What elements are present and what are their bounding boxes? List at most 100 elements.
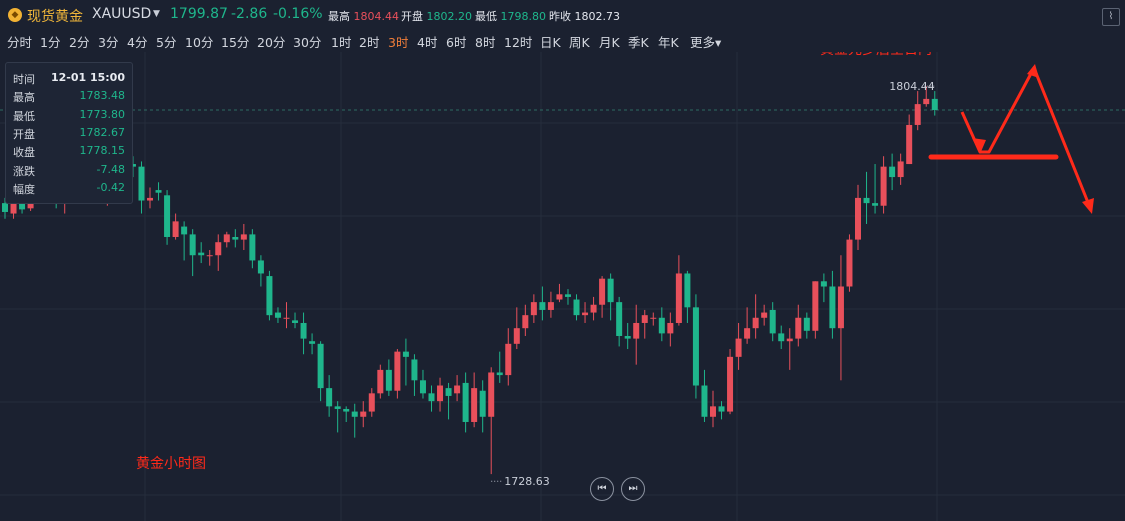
- symbol-dropdown-icon[interactable]: ▼: [153, 9, 160, 19]
- candle-body: [923, 98, 930, 105]
- candle-body: [564, 294, 571, 297]
- candle-body: [769, 309, 776, 334]
- candle-body: [445, 388, 452, 396]
- candlestick-chart[interactable]: 1804.44 1728.63 黄金先多后空日内黄金小时图: [0, 52, 1125, 521]
- period-tab[interactable]: 3时: [388, 35, 409, 50]
- candle-body: [539, 302, 546, 310]
- candle-body: [829, 286, 836, 329]
- annotation-bottom-left: 黄金小时图: [136, 455, 206, 472]
- symbol-code[interactable]: XAUUSD: [92, 6, 152, 22]
- ohlc-tooltip: 时间 12-01 15:00 最高 1783.48 最低 1773.80 开盘 1782.67…: [5, 62, 133, 204]
- candle-body: [488, 372, 495, 417]
- candle-body: [266, 276, 273, 316]
- tooltip-label: 最高: [13, 91, 35, 105]
- candle-body: [223, 234, 230, 243]
- symbol-header: ◆ 现货黄金 XAUUSD ▼ 1799.87 -2.86 -0.16% 最高 …: [0, 0, 1125, 30]
- period-tab[interactable]: 30分: [293, 35, 322, 50]
- annotation-top-right: 黄金先多后空日内: [820, 52, 932, 58]
- candle-body: [411, 359, 418, 381]
- candle-body: [428, 393, 435, 402]
- tooltip-row: 收盘 1778.15: [13, 144, 125, 162]
- candle-body: [172, 221, 179, 237]
- candle-body: [812, 281, 819, 331]
- arrow-head-final: [1082, 198, 1094, 214]
- max-value-label: 1804.44: [889, 80, 935, 93]
- candle-body: [863, 197, 870, 204]
- candle-body: [599, 278, 606, 305]
- prev-page-button[interactable]: ⏮: [590, 477, 614, 501]
- period-tab[interactable]: 8时: [475, 35, 496, 50]
- period-tab[interactable]: 20分: [257, 35, 286, 50]
- tooltip-label: 幅度: [13, 182, 35, 196]
- period-tab[interactable]: 6时: [446, 35, 467, 50]
- period-tab[interactable]: 4时: [417, 35, 438, 50]
- candle-body: [607, 278, 614, 303]
- candle-body: [641, 315, 648, 323]
- candle-body: [889, 166, 896, 178]
- stat-low: 最低 1798.80: [475, 10, 546, 23]
- candle-body: [385, 369, 392, 391]
- period-tab[interactable]: 月K: [599, 35, 620, 50]
- candle-body: [326, 388, 333, 407]
- period-tab[interactable]: 5分: [156, 35, 177, 50]
- candle-body: [650, 317, 657, 319]
- candle-body: [462, 382, 469, 422]
- candle-body: [377, 369, 384, 394]
- candle-body: [872, 203, 879, 206]
- arrow-head-up: [1027, 64, 1039, 78]
- period-tab[interactable]: 周K: [569, 35, 590, 50]
- candle-body: [778, 333, 785, 342]
- period-tab[interactable]: 15分: [221, 35, 250, 50]
- period-tab[interactable]: 10分: [185, 35, 214, 50]
- candle-body: [931, 98, 938, 110]
- tooltip-label: 开盘: [13, 127, 35, 141]
- candle-body: [19, 203, 26, 210]
- candle-body: [181, 226, 188, 235]
- candle-body: [283, 317, 290, 319]
- candle-body: [547, 302, 554, 310]
- tooltip-label: 涨跌: [13, 164, 35, 178]
- candle-body: [573, 299, 580, 316]
- period-tab[interactable]: 日K: [540, 35, 561, 50]
- period-tab[interactable]: 3分: [98, 35, 119, 50]
- candle-body: [590, 304, 597, 313]
- period-tab[interactable]: 2时: [359, 35, 380, 50]
- candle-body: [257, 260, 264, 274]
- candle-body: [616, 302, 623, 337]
- indicator-icon[interactable]: ⌇: [1102, 8, 1120, 26]
- candle-body: [496, 372, 503, 376]
- candle-body: [735, 338, 742, 357]
- tooltip-value: 1778.15: [79, 144, 126, 158]
- candle-body: [147, 197, 154, 201]
- period-tab[interactable]: 分时: [7, 35, 33, 50]
- period-tab[interactable]: 1分: [40, 35, 61, 50]
- symbol-name[interactable]: 现货黄金: [27, 9, 83, 25]
- period-tab[interactable]: 1时: [331, 35, 352, 50]
- candle-body: [582, 312, 589, 316]
- candle-body: [786, 338, 793, 342]
- period-tab[interactable]: 2分: [69, 35, 90, 50]
- period-tab[interactable]: 更多▾: [690, 35, 722, 50]
- candle-body: [667, 322, 674, 334]
- candle-body: [419, 380, 426, 394]
- tooltip-value: -7.48: [96, 162, 125, 176]
- candle-body: [138, 166, 145, 201]
- tooltip-row: 最高 1783.48: [13, 89, 125, 107]
- tooltip-value: 1783.48: [79, 89, 126, 103]
- tooltip-row: 涨跌 -7.48: [13, 163, 125, 181]
- tooltip-row: 开盘 1782.67: [13, 126, 125, 144]
- candle-body: [334, 406, 341, 409]
- period-tab[interactable]: 季K: [628, 35, 649, 50]
- period-tab[interactable]: 4分: [127, 35, 148, 50]
- tooltip-value: -0.42: [96, 180, 125, 194]
- period-tab[interactable]: 12时: [504, 35, 533, 50]
- candle-body: [198, 252, 205, 256]
- candle-body: [343, 408, 350, 412]
- period-selector: 分时 1分 2分 3分 4分 5分 10分 15分 20分 30分 1时 2时 3时 4时 6时 8时 12时日…: [0, 30, 1125, 50]
- next-page-button[interactable]: ⏭: [621, 477, 645, 501]
- candle-body: [718, 406, 725, 412]
- tooltip-value: 1773.80: [79, 107, 126, 121]
- tooltip-row: 幅度 -0.42: [13, 181, 125, 199]
- period-tab[interactable]: 年K: [658, 35, 679, 50]
- candle-body: [633, 322, 640, 339]
